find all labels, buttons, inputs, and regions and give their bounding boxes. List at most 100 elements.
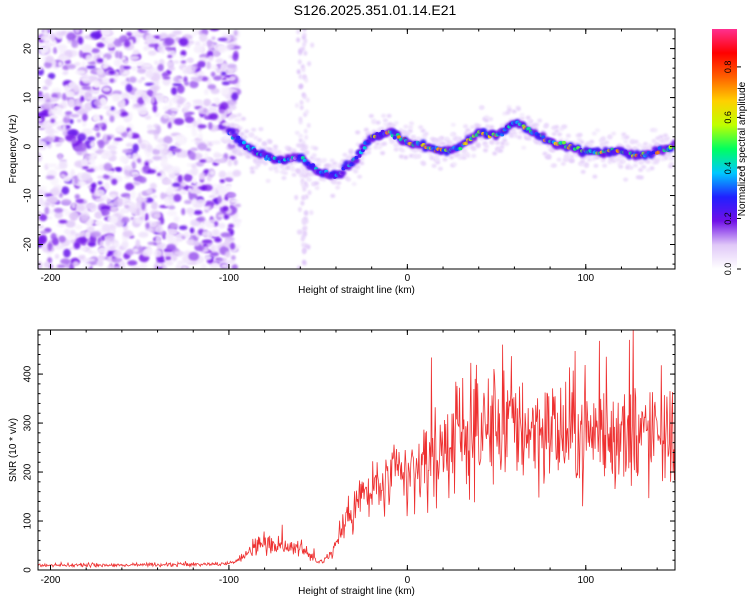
ridge-halo	[519, 112, 525, 117]
noise-cell	[75, 69, 86, 75]
noise-cell	[130, 190, 137, 200]
noise-cell	[303, 128, 308, 134]
ridge-halo	[592, 174, 598, 179]
noise-cell	[164, 110, 174, 115]
noise-cell	[203, 108, 208, 114]
noise-cell	[168, 98, 173, 107]
noise-cell	[38, 261, 43, 269]
noise-cell	[143, 165, 149, 171]
noise-cell	[64, 59, 71, 65]
noise-cell	[167, 33, 177, 38]
noise-cell	[61, 198, 72, 206]
noise-cell	[102, 133, 108, 142]
noise-cell	[225, 259, 236, 265]
noise-cell	[302, 247, 307, 253]
noise-cell	[72, 261, 80, 266]
noise-cell	[110, 206, 118, 213]
noise-cell	[99, 241, 104, 247]
ridge-halo	[393, 142, 399, 147]
noise-cell	[193, 78, 202, 83]
ridge-halo	[335, 185, 341, 190]
noise-cell	[137, 136, 142, 145]
noise-cell	[233, 117, 242, 122]
ridge-halo	[380, 151, 386, 156]
ridge-halo	[421, 161, 427, 166]
noise-cell	[101, 77, 110, 83]
noise-cell	[96, 132, 101, 138]
noise-cell	[164, 37, 175, 46]
noise-cell	[103, 57, 108, 66]
noise-cell	[229, 204, 234, 210]
noise-cell	[60, 258, 71, 265]
noise-cell	[54, 211, 64, 219]
colorbar-tick-label: 0.2	[723, 212, 733, 225]
noise-cell	[198, 33, 208, 42]
noise-cell	[45, 78, 53, 87]
noise-cell	[213, 75, 223, 81]
ridge-halo	[403, 124, 409, 129]
ridge-halo	[407, 128, 413, 133]
noise-cell	[124, 204, 129, 209]
ridge-halo	[272, 144, 278, 149]
noise-cell	[197, 75, 204, 80]
noise-cell	[71, 202, 76, 210]
noise-cell	[160, 217, 165, 225]
noise-cell	[120, 216, 130, 224]
ridge-halo	[580, 169, 586, 174]
noise-cell	[110, 193, 117, 199]
noise-cell	[160, 192, 166, 200]
ridge-core	[241, 140, 246, 145]
ridge-halo	[331, 166, 337, 171]
noise-cell	[298, 84, 303, 90]
noise-cell	[210, 244, 216, 253]
noise-cell	[64, 84, 70, 92]
noise-cell	[180, 60, 187, 64]
noise-cell	[176, 98, 184, 105]
noise-cell	[85, 168, 95, 173]
ridge-halo	[377, 145, 383, 150]
noise-cell	[97, 247, 108, 255]
noise-cell	[47, 257, 53, 264]
noise-cell	[74, 29, 81, 34]
noise-cell	[146, 129, 157, 135]
noise-cell	[135, 60, 146, 66]
noise-cell	[192, 99, 203, 104]
noise-cell	[45, 127, 55, 135]
noise-cell	[206, 61, 211, 70]
noise-cell	[207, 84, 217, 90]
ridge-halo	[382, 118, 388, 123]
noise-cell	[100, 96, 107, 105]
noise-cell	[303, 50, 308, 56]
noise-cell	[109, 246, 116, 251]
ridge-halo	[291, 172, 297, 177]
y-tick-label: 0	[23, 143, 34, 149]
ridge-halo	[240, 116, 246, 121]
ridge-halo	[381, 141, 387, 146]
ridge-halo	[580, 159, 586, 164]
noise-cell	[132, 49, 140, 56]
noise-cell	[38, 96, 47, 105]
noise-cell	[190, 167, 199, 176]
x-tick-label: -200	[40, 575, 60, 586]
noise-cell	[75, 237, 86, 245]
noise-cell	[217, 37, 228, 42]
noise-cell	[304, 210, 309, 216]
noise-cell	[87, 185, 93, 189]
ridge-halo	[591, 131, 597, 136]
ridge-core	[656, 150, 661, 155]
ridge-halo	[484, 118, 490, 123]
noise-cell	[54, 253, 60, 259]
noise-cell	[73, 105, 81, 112]
noise-cell	[125, 165, 132, 171]
ridge-halo	[554, 129, 560, 134]
noise-cell	[166, 243, 177, 251]
noise-cell	[218, 222, 226, 229]
ridge-halo	[375, 120, 381, 125]
colorbar-tick-label: 0.8	[723, 61, 733, 74]
noise-cell	[173, 193, 182, 203]
ridge-halo	[330, 193, 336, 198]
noise-cell	[186, 66, 192, 74]
noise-cell	[147, 124, 154, 129]
noise-cell	[212, 229, 220, 237]
noise-cell	[305, 97, 310, 103]
